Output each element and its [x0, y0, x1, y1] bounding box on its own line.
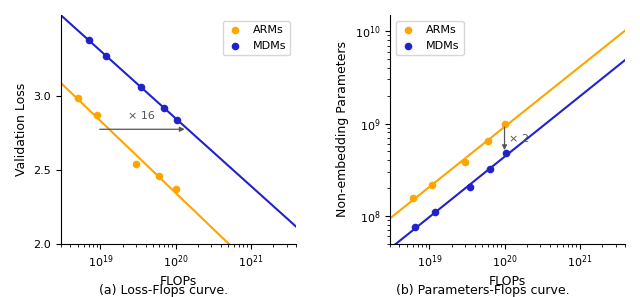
ARMs [154, 173, 164, 178]
MDMs [410, 225, 420, 230]
Text: × 2: × 2 [509, 134, 529, 144]
ARMs [408, 196, 418, 200]
ARMs [499, 122, 509, 127]
ARMs [483, 138, 493, 143]
ARMs [460, 159, 470, 164]
MDMs [84, 38, 94, 42]
ARMs [131, 162, 141, 166]
Text: (a) Loss-Flops curve.: (a) Loss-Flops curve. [99, 284, 228, 297]
ARMs [72, 95, 83, 100]
MDMs [136, 85, 147, 90]
Legend: ARMs, MDMs: ARMs, MDMs [223, 20, 291, 55]
ARMs [428, 183, 438, 187]
Legend: ARMs, MDMs: ARMs, MDMs [396, 20, 463, 55]
MDMs [501, 151, 511, 155]
MDMs [430, 210, 440, 214]
ARMs [92, 113, 102, 118]
MDMs [465, 185, 476, 189]
Text: (b) Parameters-Flops curve.: (b) Parameters-Flops curve. [396, 284, 570, 297]
ARMs [170, 187, 180, 191]
Y-axis label: Non-embedding Parameters: Non-embedding Parameters [336, 41, 349, 217]
X-axis label: FLOPs: FLOPs [489, 275, 526, 288]
MDMs [159, 105, 169, 110]
X-axis label: FLOPs: FLOPs [160, 275, 197, 288]
MDMs [101, 54, 111, 59]
MDMs [485, 167, 495, 172]
Text: × 16: × 16 [128, 111, 155, 121]
MDMs [172, 117, 182, 122]
Y-axis label: Validation Loss: Validation Loss [15, 83, 28, 176]
